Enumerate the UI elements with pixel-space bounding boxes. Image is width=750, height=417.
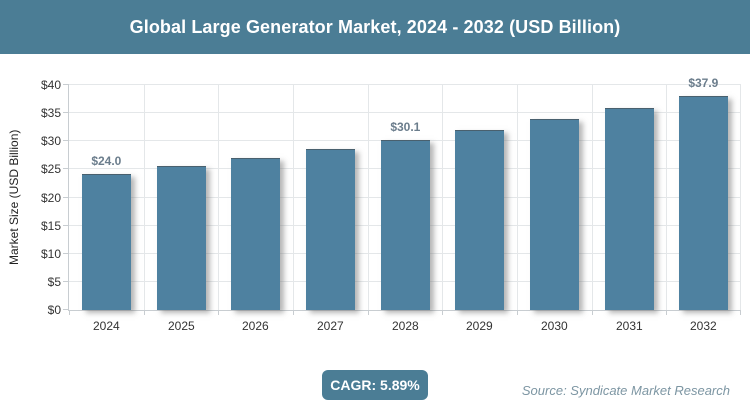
gridline-vertical bbox=[740, 85, 741, 310]
x-tick-label: 2027 bbox=[316, 319, 344, 333]
bar bbox=[530, 119, 579, 310]
x-tick-mark bbox=[218, 310, 219, 315]
bar-value-label: $30.1 bbox=[390, 120, 421, 134]
gridline-vertical bbox=[368, 85, 369, 310]
y-tick-label: $10 bbox=[40, 246, 61, 261]
x-tick-label: 2032 bbox=[689, 319, 717, 333]
bar bbox=[157, 166, 206, 310]
bar bbox=[82, 174, 131, 310]
gridline-vertical bbox=[144, 85, 145, 310]
gridline-vertical bbox=[666, 85, 667, 310]
x-tick-label: 2024 bbox=[92, 319, 120, 333]
x-tick-mark bbox=[666, 310, 667, 315]
bar bbox=[381, 140, 430, 310]
y-tick-label: $35 bbox=[40, 106, 61, 121]
bar bbox=[605, 108, 654, 310]
x-tick-mark bbox=[740, 310, 741, 315]
chart-title-bar: Global Large Generator Market, 2024 - 20… bbox=[0, 0, 750, 54]
y-tick-label: $5 bbox=[47, 274, 61, 289]
y-tick-mark bbox=[63, 168, 69, 170]
x-tick-mark bbox=[442, 310, 443, 315]
y-tick-mark bbox=[63, 196, 69, 198]
y-tick-label: $15 bbox=[40, 218, 61, 233]
gridline-vertical bbox=[517, 85, 518, 310]
x-tick-label: 2028 bbox=[391, 319, 419, 333]
bar bbox=[231, 158, 280, 310]
y-tick-mark bbox=[63, 140, 69, 142]
x-tick-mark bbox=[517, 310, 518, 315]
source-text: Source: Syndicate Market Research bbox=[521, 383, 730, 398]
gridline-horizontal bbox=[69, 112, 741, 114]
gridline-vertical bbox=[293, 85, 294, 310]
gridline-horizontal bbox=[69, 84, 741, 85]
x-tick-mark bbox=[69, 310, 70, 315]
gridline-vertical bbox=[592, 85, 593, 310]
y-tick-label: $25 bbox=[40, 162, 61, 177]
bar bbox=[679, 96, 728, 310]
x-tick-mark bbox=[293, 310, 294, 315]
y-tick-mark bbox=[63, 224, 69, 226]
cagr-badge: CAGR: 5.89% bbox=[322, 370, 428, 400]
x-tick-label: 2031 bbox=[615, 319, 643, 333]
bar-value-label: $24.0 bbox=[91, 154, 122, 168]
x-tick-mark bbox=[368, 310, 369, 315]
y-tick-mark bbox=[63, 309, 69, 310]
x-tick-label: 2029 bbox=[465, 319, 493, 333]
gridline-vertical bbox=[218, 85, 219, 310]
y-tick-mark bbox=[63, 112, 69, 114]
x-tick-label: 2026 bbox=[241, 319, 269, 333]
y-tick-mark bbox=[63, 252, 69, 254]
plot-area: $0 $5 $10 $15 $20 $25 $30 $35 $40 $24.0 2024 2025 20… bbox=[41, 76, 741, 333]
x-tick-label: 2025 bbox=[167, 319, 195, 333]
x-tick-mark bbox=[144, 310, 145, 315]
bar bbox=[306, 149, 355, 310]
y-tick-label: $0 bbox=[47, 303, 61, 317]
y-tick-label: $40 bbox=[40, 78, 61, 92]
y-tick-mark bbox=[63, 280, 69, 282]
chart-title: Global Large Generator Market, 2024 - 20… bbox=[129, 16, 621, 37]
x-tick-label: 2030 bbox=[540, 319, 568, 333]
y-tick-label: $30 bbox=[40, 134, 61, 149]
x-tick-mark bbox=[592, 310, 593, 315]
bar-value-label: $37.9 bbox=[688, 76, 719, 90]
bar bbox=[455, 130, 504, 310]
y-tick-label: $20 bbox=[40, 190, 61, 205]
gridline-vertical bbox=[442, 85, 443, 310]
y-tick-mark bbox=[63, 84, 69, 85]
